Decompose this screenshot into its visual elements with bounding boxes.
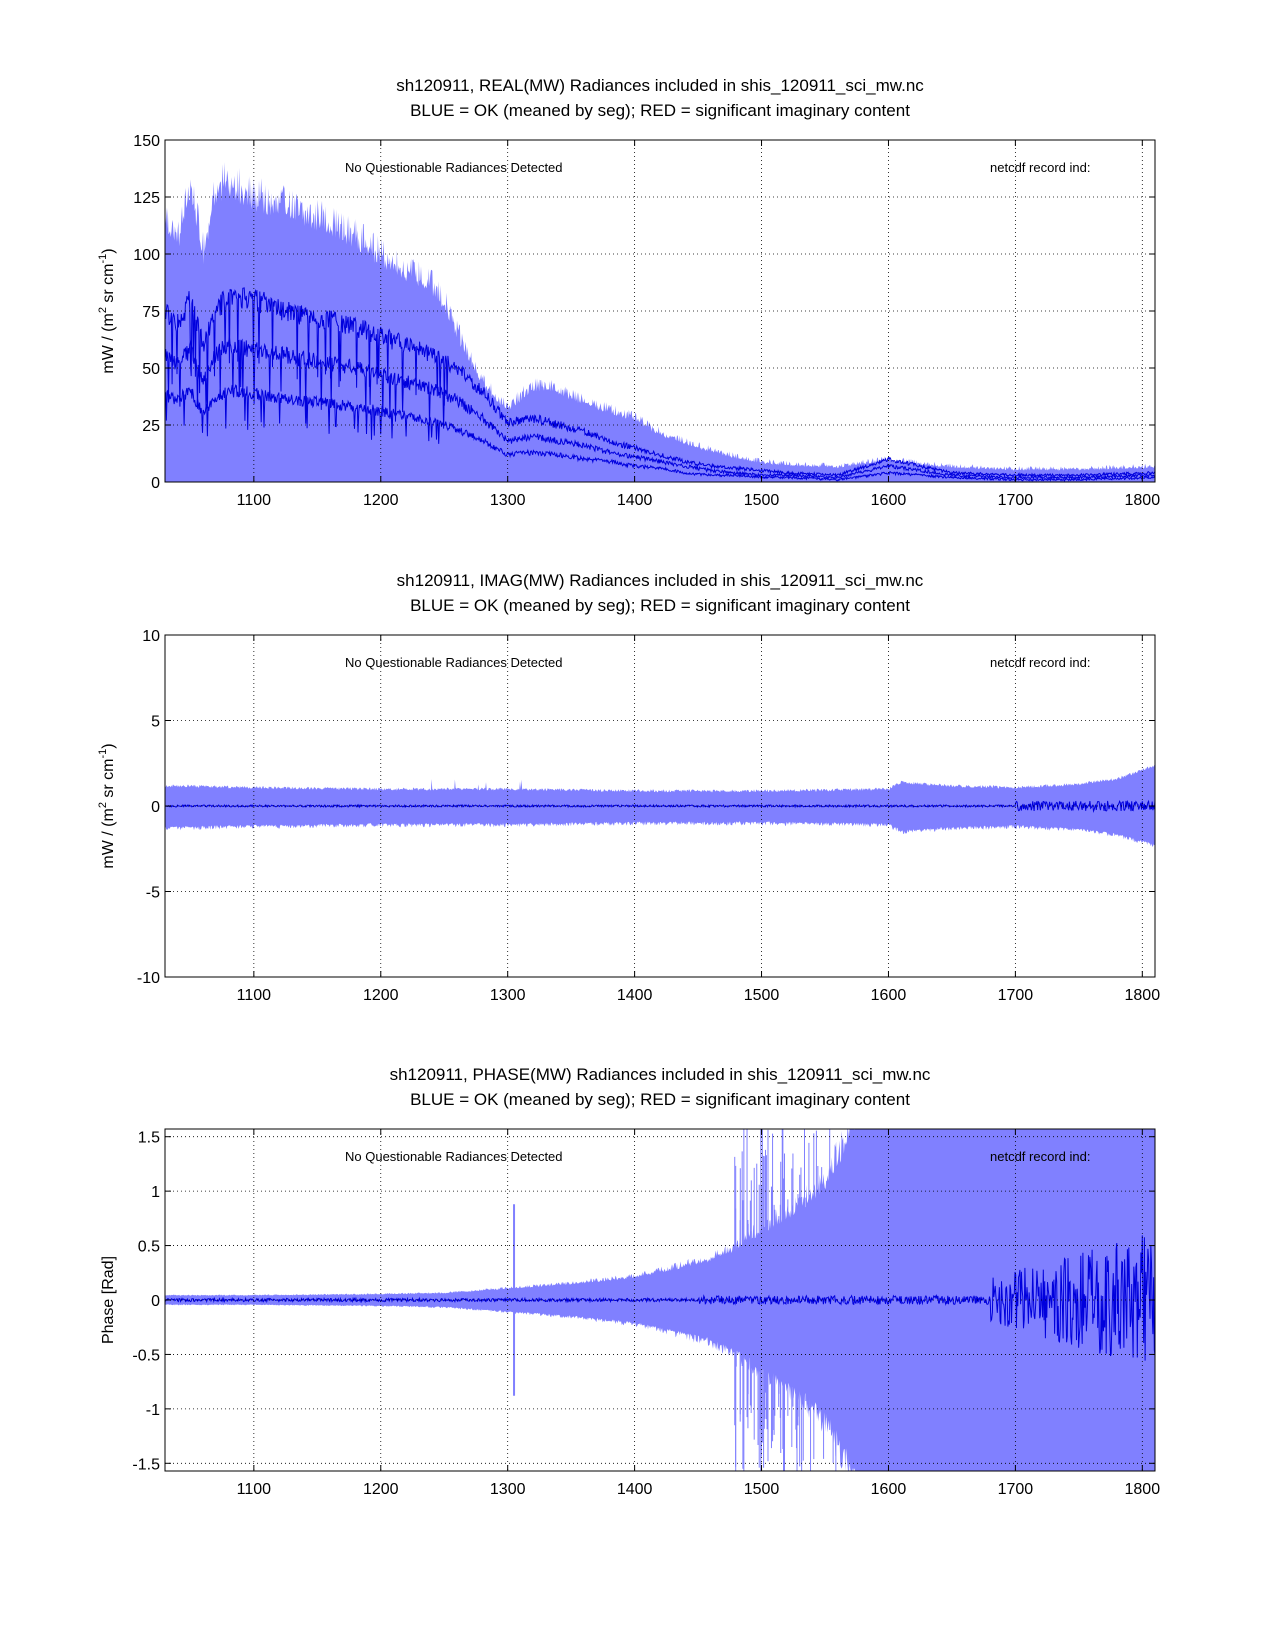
x-tick-label: 1800 xyxy=(1125,1481,1161,1498)
x-tick-label: 1600 xyxy=(871,1481,907,1498)
x-tick-label: 1200 xyxy=(363,987,399,1004)
y-axis-label-part: mW / (m xyxy=(100,313,117,373)
y-tick-label: 150 xyxy=(133,133,160,150)
chart-panel-1: sh120911, REAL(MW) Radiances included in… xyxy=(97,76,1160,509)
annotation-record-index: netcdf record ind: xyxy=(990,655,1090,670)
x-tick-label: 1500 xyxy=(744,492,780,509)
y-tick-label: 0 xyxy=(151,799,160,816)
x-tick-label: 1200 xyxy=(363,492,399,509)
plot-area xyxy=(165,1129,1155,1471)
series-line-mean-low xyxy=(165,384,1155,482)
y-axis-label-part: -1 xyxy=(97,749,109,759)
annotation-record-index: netcdf record ind: xyxy=(990,160,1090,175)
chart-title: sh120911, REAL(MW) Radiances included in… xyxy=(396,76,924,95)
y-axis-label-part: 2 xyxy=(97,307,109,313)
y-tick-label: 125 xyxy=(133,190,160,207)
y-tick-label: 25 xyxy=(142,418,160,435)
annotation-questionable: No Questionable Radiances Detected xyxy=(345,655,563,670)
y-axis-label: mW / (m2 sr cm-1) xyxy=(97,743,117,868)
annotation-questionable: No Questionable Radiances Detected xyxy=(345,1149,563,1164)
y-axis-label-part: Phase [Rad] xyxy=(100,1256,117,1344)
plot-area xyxy=(165,162,1155,482)
x-tick-label: 1700 xyxy=(998,1481,1034,1498)
y-axis-label-part: -1 xyxy=(97,254,109,264)
y-tick-label: 5 xyxy=(151,714,160,731)
annotation-record-index: netcdf record ind: xyxy=(990,1149,1090,1164)
y-axis-label-part: ) xyxy=(100,248,117,253)
chart-title: sh120911, IMAG(MW) Radiances included in… xyxy=(397,571,924,590)
x-tick-label: 1500 xyxy=(744,1481,780,1498)
x-tick-label: 1300 xyxy=(490,492,526,509)
chart-subtitle: BLUE = OK (meaned by seg); RED = signifi… xyxy=(410,101,910,120)
x-tick-label: 1500 xyxy=(744,987,780,1004)
x-tick-label: 1100 xyxy=(237,1481,272,1498)
x-tick-label: 1300 xyxy=(490,987,526,1004)
annotation-questionable: No Questionable Radiances Detected xyxy=(345,160,563,175)
y-tick-label: 0 xyxy=(151,1293,160,1310)
x-tick-label: 1400 xyxy=(617,987,653,1004)
x-tick-label: 1600 xyxy=(871,987,907,1004)
y-axis-label: Phase [Rad] xyxy=(100,1256,117,1344)
x-tick-label: 1700 xyxy=(998,987,1034,1004)
y-tick-label: -10 xyxy=(137,970,160,987)
y-tick-label: 1.5 xyxy=(138,1130,160,1147)
chart-subtitle: BLUE = OK (meaned by seg); RED = signifi… xyxy=(410,1090,910,1109)
y-tick-label: -0.5 xyxy=(132,1347,160,1364)
y-tick-label: 0.5 xyxy=(138,1239,160,1256)
y-tick-label: -1.5 xyxy=(132,1456,160,1473)
x-tick-label: 1800 xyxy=(1125,492,1161,509)
chart-title: sh120911, PHASE(MW) Radiances included i… xyxy=(390,1065,931,1084)
y-axis-label-part: sr cm xyxy=(100,759,117,803)
y-tick-label: 0 xyxy=(151,475,160,492)
x-tick-label: 1300 xyxy=(490,1481,526,1498)
y-tick-label: 75 xyxy=(142,304,160,321)
y-tick-label: -1 xyxy=(146,1402,160,1419)
y-axis-label-part: 2 xyxy=(97,802,109,808)
x-tick-label: 1800 xyxy=(1125,987,1161,1004)
x-tick-label: 1400 xyxy=(617,492,653,509)
y-tick-label: 1 xyxy=(151,1184,160,1201)
y-tick-label: 10 xyxy=(142,628,160,645)
chart-subtitle: BLUE = OK (meaned by seg); RED = signifi… xyxy=(410,596,910,615)
x-tick-label: 1700 xyxy=(998,492,1034,509)
series-line-mean-mid xyxy=(165,336,1155,480)
chart-panel-2: sh120911, IMAG(MW) Radiances included in… xyxy=(97,571,1160,1004)
y-axis-label-part: sr cm xyxy=(100,264,117,308)
envelope-band xyxy=(165,162,1155,482)
y-tick-label: 100 xyxy=(133,247,160,264)
y-axis-label-part: mW / (m xyxy=(100,808,117,868)
y-tick-label: 50 xyxy=(142,361,160,378)
series-line-mean xyxy=(165,1235,1155,1361)
x-tick-label: 1100 xyxy=(237,492,272,509)
x-tick-label: 1100 xyxy=(237,987,272,1004)
y-tick-label: -5 xyxy=(146,885,160,902)
x-tick-label: 1600 xyxy=(871,492,907,509)
x-tick-label: 1400 xyxy=(617,1481,653,1498)
x-tick-label: 1200 xyxy=(363,1481,399,1498)
y-axis-label: mW / (m2 sr cm-1) xyxy=(97,248,117,373)
y-axis-label-part: ) xyxy=(100,743,117,748)
chart-panel-3: sh120911, PHASE(MW) Radiances included i… xyxy=(100,1065,1160,1498)
series-line-mean-high xyxy=(165,287,1155,479)
